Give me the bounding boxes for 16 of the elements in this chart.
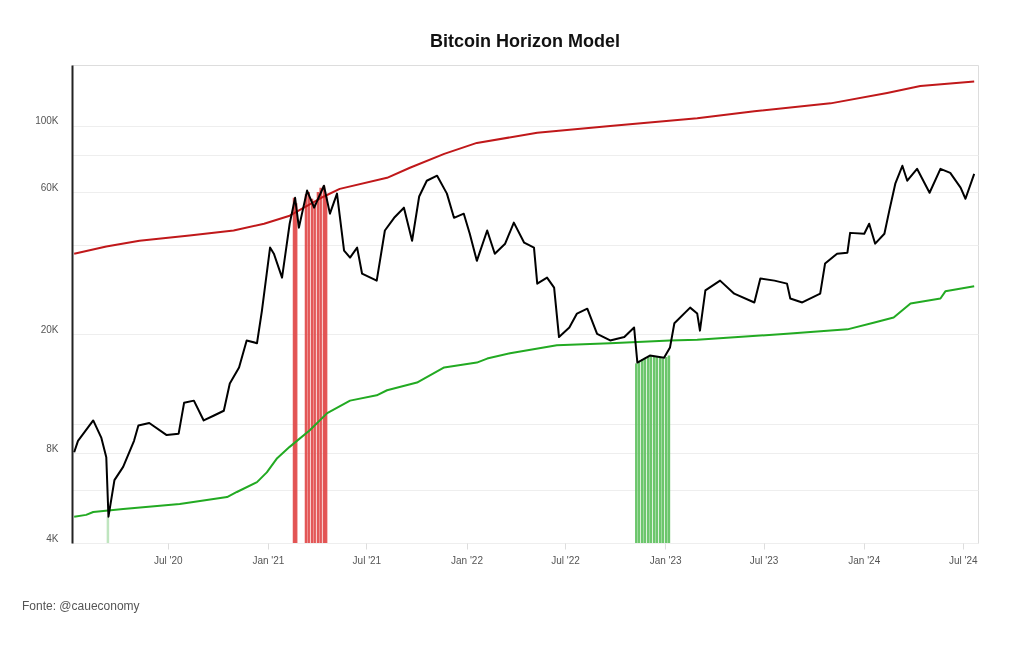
chart-title: Bitcoin Horizon Model bbox=[430, 31, 620, 51]
y-tick-label: 4K bbox=[46, 532, 59, 544]
x-tick-label: Jan '23 bbox=[649, 554, 683, 566]
y-tick-label: 8K bbox=[46, 442, 59, 454]
x-tick-label: Jul '24 bbox=[948, 554, 978, 566]
x-tick-label: Jul '21 bbox=[352, 554, 382, 566]
x-tick-label: Jan '21 bbox=[252, 554, 285, 566]
x-tick-label: Jul '22 bbox=[551, 554, 581, 566]
y-tick-label: 20K bbox=[40, 323, 59, 335]
source-note: Fonte: @caueconomy bbox=[22, 599, 140, 613]
x-tick-label: Jan '22 bbox=[451, 554, 484, 566]
x-tick-label: Jan '24 bbox=[848, 554, 881, 566]
y-tick-label: 60K bbox=[40, 181, 59, 193]
x-tick-label: Jul '20 bbox=[153, 554, 183, 566]
y-tick-label: 100K bbox=[35, 115, 59, 127]
x-tick-label: Jul '23 bbox=[749, 554, 779, 566]
